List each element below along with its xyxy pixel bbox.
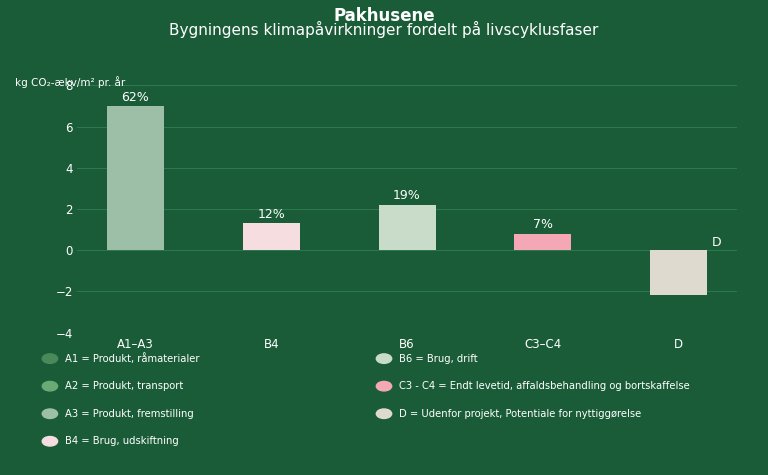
Text: A1 = Produkt, råmaterialer: A1 = Produkt, råmaterialer: [65, 353, 200, 364]
Text: 12%: 12%: [257, 208, 285, 221]
Text: B4 = Brug, udskiftning: B4 = Brug, udskiftning: [65, 436, 179, 446]
Text: A3 = Produkt, fremstilling: A3 = Produkt, fremstilling: [65, 408, 194, 419]
Text: C3 - C4 = Endt levetid, affaldsbehandling og bortskaffelse: C3 - C4 = Endt levetid, affaldsbehandlin…: [399, 381, 690, 391]
Bar: [379, 205, 435, 250]
Text: B6 = Brug, drift: B6 = Brug, drift: [399, 353, 478, 364]
Text: A2 = Produkt, transport: A2 = Produkt, transport: [65, 381, 184, 391]
Bar: [650, 250, 707, 295]
Text: Bygningens klimapåvirkninger fordelt på livscyklusfaser: Bygningens klimapåvirkninger fordelt på …: [169, 21, 599, 38]
Text: D = Udenfor projekt, Potentiale for nyttiggørelse: D = Udenfor projekt, Potentiale for nytt…: [399, 408, 641, 419]
Text: kg CO₂-ækv/m² pr. år: kg CO₂-ækv/m² pr. år: [15, 76, 126, 88]
Text: 7%: 7%: [533, 218, 553, 231]
Bar: [515, 234, 571, 250]
Text: 19%: 19%: [393, 190, 421, 202]
Text: D: D: [712, 236, 722, 248]
Bar: [107, 106, 164, 250]
Text: Pakhusene: Pakhusene: [333, 7, 435, 25]
Bar: [243, 223, 300, 250]
Text: 62%: 62%: [121, 91, 149, 104]
